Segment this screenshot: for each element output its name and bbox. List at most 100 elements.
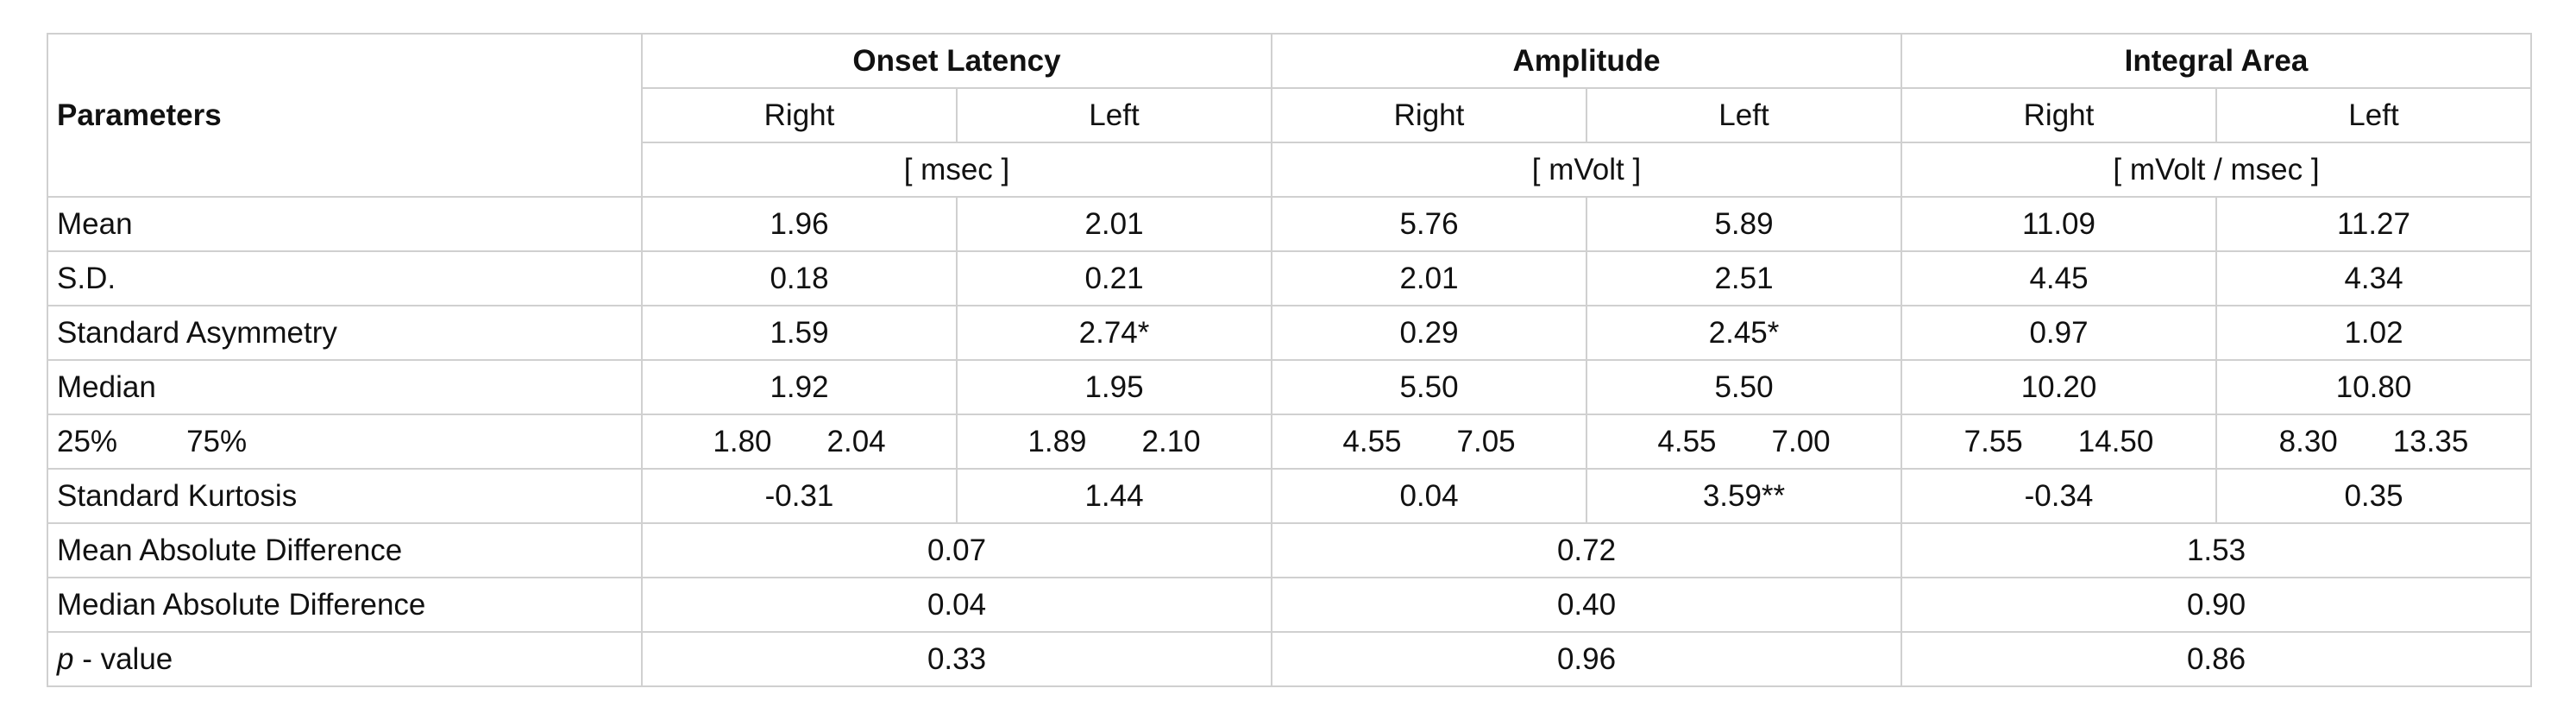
- value-pair: 4.55 7.00: [1596, 425, 1892, 459]
- group-header: Onset Latency: [641, 33, 1272, 89]
- data-cell: 11.27: [2215, 196, 2532, 252]
- header-row: [ msec ][ mVolt ][ mVolt / msec ]: [47, 142, 2532, 198]
- data-row: 25% 75% 1.80 2.04 1.89 2.10 4.55 7.05 4.55 7.00 7.…: [47, 414, 2532, 470]
- value-pair: 8.30 13.35: [2226, 425, 2522, 459]
- value-pair: 1.80 2.04: [651, 425, 947, 459]
- data-cell: -0.34: [1901, 468, 2217, 524]
- value-pair: 7.55 14.50: [1911, 425, 2207, 459]
- label-text: Mean Absolute Difference: [57, 533, 403, 567]
- row-label: p - value: [47, 631, 643, 687]
- row-label: Median: [47, 359, 643, 415]
- stats-table: Parameters Onset Latency Amplitude Integral…: [47, 33, 2532, 687]
- data-row: Mean 1.96 2.01 5.76 5.89 11.09 11.27: [47, 196, 2532, 252]
- header-cell: Parameters: [47, 33, 643, 198]
- data-cell: 0.18: [641, 250, 958, 306]
- group-header: Integral Area: [1901, 33, 2532, 89]
- merged-cell: 0.72: [1271, 522, 1902, 578]
- data-row: Median Absolute Difference 0.04 0.40 0.90: [47, 577, 2532, 633]
- data-cell: 5.89: [1586, 196, 1902, 252]
- value-pair: 4.55 7.05: [1281, 425, 1577, 459]
- data-row: S.D. 0.18 0.21 2.01 2.51 4.45 4.34: [47, 250, 2532, 306]
- data-cell: 7.55 14.50: [1901, 414, 2217, 470]
- row-label: Standard Asymmetry: [47, 305, 643, 361]
- side-header: Left: [1586, 87, 1902, 143]
- data-cell: 1.80 2.04: [641, 414, 958, 470]
- data-cell: 1.96: [641, 196, 958, 252]
- value: 8.30: [2278, 424, 2338, 458]
- row-label: S.D.: [47, 250, 643, 306]
- data-row: p - value 0.33 0.96 0.86: [47, 631, 2532, 687]
- row-label: Mean Absolute Difference: [47, 522, 643, 578]
- merged-cell: 0.96: [1271, 631, 1902, 687]
- data-cell: 1.02: [2215, 305, 2532, 361]
- data-cell: 5.50: [1586, 359, 1902, 415]
- header-row: Parameters Onset Latency Amplitude Integral…: [47, 33, 2532, 198]
- label-part: 25%: [57, 424, 118, 458]
- value: 14.50: [2077, 424, 2154, 458]
- data-cell: 2.01: [1271, 250, 1587, 306]
- unit-cell: [ mVolt ]: [1271, 142, 1902, 198]
- data-cell: 0.04: [1271, 468, 1587, 524]
- value: 2.04: [826, 424, 886, 458]
- data-cell: 10.20: [1901, 359, 2217, 415]
- data-cell: 4.55 7.00: [1586, 414, 1902, 470]
- header-text: Parameters: [57, 98, 222, 132]
- row-label: Mean: [47, 196, 643, 252]
- side-header: Right: [641, 87, 958, 143]
- value: 7.05: [1456, 424, 1516, 458]
- value: 13.35: [2392, 424, 2469, 458]
- data-cell: 3.59**: [1586, 468, 1902, 524]
- data-cell: 0.35: [2215, 468, 2532, 524]
- row-label: 25% 75%: [47, 414, 643, 470]
- data-cell: 5.76: [1271, 196, 1587, 252]
- row-label: Standard Kurtosis: [47, 468, 643, 524]
- data-cell: 1.89 2.10: [956, 414, 1272, 470]
- value: 1.89: [1027, 424, 1087, 458]
- merged-cell: 0.90: [1901, 577, 2532, 633]
- data-cell: 5.50: [1271, 359, 1587, 415]
- value: 2.10: [1141, 424, 1201, 458]
- data-row: Mean Absolute Difference 0.07 0.72 1.53: [47, 522, 2532, 578]
- data-row: Standard Kurtosis -0.31 1.44 0.04 3.59** -0.3…: [47, 468, 2532, 524]
- merged-cell: 0.33: [641, 631, 1272, 687]
- header-row: Right Left Right Left Right Left: [47, 87, 2532, 143]
- value: 1.80: [713, 424, 772, 458]
- data-cell: 1.44: [956, 468, 1272, 524]
- label-part: 75%: [186, 424, 248, 458]
- merged-cell: 0.04: [641, 577, 1272, 633]
- data-cell: 2.51: [1586, 250, 1902, 306]
- value: 4.55: [1657, 424, 1717, 458]
- data-cell: 0.97: [1901, 305, 2217, 361]
- data-cell: 2.01: [956, 196, 1272, 252]
- merged-cell: 0.07: [641, 522, 1272, 578]
- unit-cell: [ msec ]: [641, 142, 1272, 198]
- group-name: Onset Latency: [852, 43, 1061, 78]
- merged-cell: 0.86: [1901, 631, 2532, 687]
- value-pair: 1.89 2.10: [966, 425, 1262, 459]
- side-header: Left: [956, 87, 1272, 143]
- data-cell: 1.92: [641, 359, 958, 415]
- data-cell: 10.80: [2215, 359, 2532, 415]
- group-name: Amplitude: [1512, 43, 1661, 78]
- data-cell: 4.55 7.05: [1271, 414, 1587, 470]
- data-cell: 2.74*: [956, 305, 1272, 361]
- data-cell: 4.45: [1901, 250, 2217, 306]
- data-cell: -0.31: [641, 468, 958, 524]
- merged-cell: 1.53: [1901, 522, 2532, 578]
- data-cell: 1.95: [956, 359, 1272, 415]
- data-cell: 0.29: [1271, 305, 1587, 361]
- group-header: Amplitude: [1271, 33, 1902, 89]
- unit-cell: [ mVolt / msec ]: [1901, 142, 2532, 198]
- data-row: Median 1.92 1.95 5.50 5.50 10.20 10.80: [47, 359, 2532, 415]
- table-body: Parameters Onset Latency Amplitude Integral…: [47, 33, 2532, 687]
- group-name: Integral Area: [2124, 43, 2309, 78]
- label-text: Median Absolute Difference: [57, 587, 426, 622]
- data-cell: 8.30 13.35: [2215, 414, 2532, 470]
- side-header: Left: [2215, 87, 2532, 143]
- side-header: Right: [1271, 87, 1587, 143]
- value: 7.55: [1963, 424, 2023, 458]
- value: 7.00: [1771, 424, 1831, 458]
- merged-cell: 0.40: [1271, 577, 1902, 633]
- label-italic: p: [57, 641, 74, 676]
